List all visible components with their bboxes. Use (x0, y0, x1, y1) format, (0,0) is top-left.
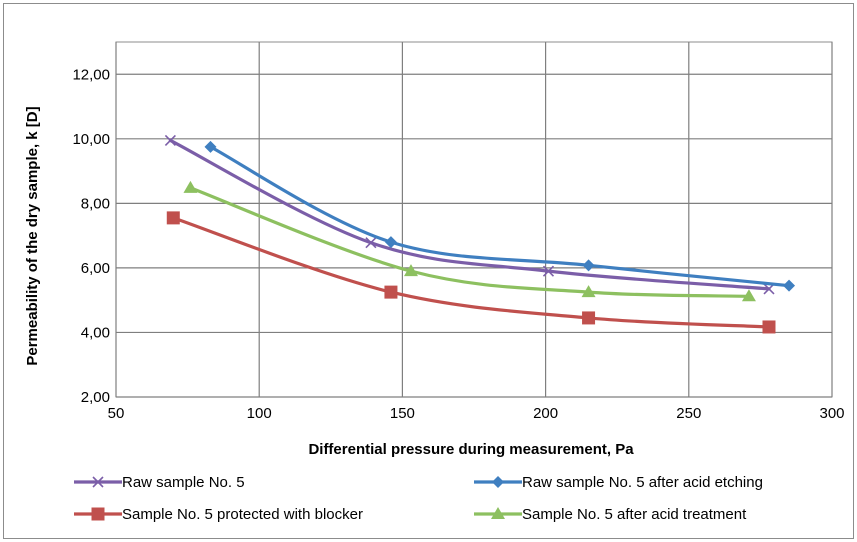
data-point (384, 236, 397, 249)
data-point (741, 289, 756, 302)
marker-stroke (164, 134, 176, 146)
legend-item: Raw sample No. 5 after acid etching (474, 474, 763, 491)
y-tick-label: 6,00 (81, 260, 110, 277)
data-point (403, 264, 418, 277)
plot-area (115, 41, 833, 398)
x-tick-label: 50 (108, 405, 125, 422)
series-line (188, 186, 751, 298)
grid (115, 42, 833, 398)
legend-label: Sample No. 5 protected with blocker (122, 506, 363, 523)
data-point (762, 320, 776, 334)
y-tick-label: 2,00 (81, 389, 110, 406)
series-4 (183, 180, 756, 302)
legend-item: Raw sample No. 5 (74, 474, 245, 491)
data-point (582, 311, 596, 325)
marker-stroke (92, 476, 104, 488)
x-tick-label: 250 (676, 405, 701, 422)
legend-item: Sample No. 5 after acid treatment (474, 506, 747, 523)
data-point (204, 140, 217, 153)
y-axis-title: Permeability of the dry sample, k [D] (24, 106, 41, 365)
data-point (582, 259, 595, 272)
series-line (208, 145, 791, 288)
y-tick-label: 8,00 (81, 195, 110, 212)
data-point (384, 285, 398, 299)
series-line (168, 138, 771, 291)
x-tick-label: 100 (247, 405, 272, 422)
data-point (581, 285, 596, 298)
data-point (166, 211, 180, 225)
x-tick-label: 300 (819, 405, 844, 422)
legend-label: Raw sample No. 5 after acid etching (522, 474, 763, 491)
x-tick-label: 200 (533, 405, 558, 422)
legend-item: Sample No. 5 protected with blocker (74, 506, 363, 523)
legend-label: Sample No. 5 after acid treatment (522, 506, 747, 523)
legend-swatch-marker (492, 476, 504, 488)
data-point (164, 134, 176, 146)
series-line (171, 216, 771, 329)
tick-labels: 50 100 150 200 250 300 2,00 4,00 6,00 8,00 10,00 12… (72, 66, 844, 422)
data-point (542, 265, 555, 277)
data-point (365, 237, 377, 249)
legend: Raw sample No. 5 Raw sample No. 5 after a… (74, 474, 763, 523)
series-1 (164, 134, 775, 295)
legend-swatch-marker (91, 507, 105, 521)
legend-label: Raw sample No. 5 (122, 474, 245, 491)
series-2 (204, 140, 796, 292)
x-tick-label: 150 (390, 405, 415, 422)
y-tick-label: 4,00 (81, 324, 110, 341)
plot-border (115, 41, 833, 398)
x-axis-title: Differential pressure during measurement… (308, 441, 634, 458)
legend-swatch-marker (92, 476, 104, 488)
data-point (183, 180, 198, 193)
series-layer (164, 134, 796, 334)
series-3 (166, 211, 776, 334)
data-point (783, 279, 796, 292)
legend-swatch-marker (491, 507, 505, 519)
y-tick-label: 12,00 (72, 66, 110, 83)
marker-stroke (542, 265, 555, 277)
marker-stroke (365, 237, 377, 249)
y-tick-label: 10,00 (72, 131, 110, 148)
